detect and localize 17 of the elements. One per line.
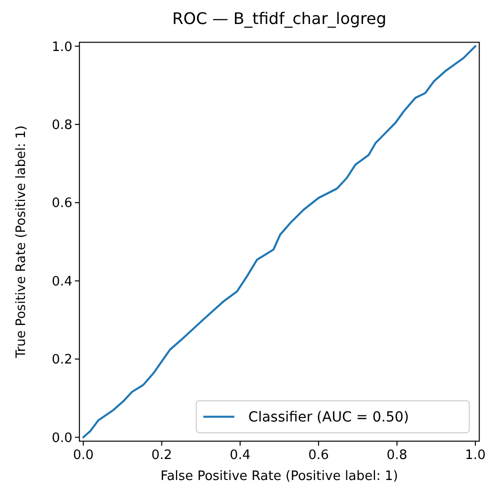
y-tick-label: 0.2 <box>52 352 72 368</box>
x-tick-label: 0.6 <box>308 448 329 464</box>
y-tick-label: 0.6 <box>52 196 72 212</box>
x-tick-label: 1.0 <box>465 448 486 464</box>
x-tick-label: 0.4 <box>230 448 250 464</box>
legend-label: Classifier (AUC = 0.50) <box>248 410 409 426</box>
y-tick-label: 1.0 <box>52 40 72 55</box>
x-tick-label: 0.2 <box>151 448 172 464</box>
x-tick-label: 0.0 <box>72 448 94 464</box>
x-axis-title: False Positive Rate (Positive label: 1) <box>160 469 398 484</box>
chart-title: ROC — B_tfidf_char_logreg <box>172 9 386 28</box>
line-series <box>82 45 476 438</box>
y-axis-title: True Positive Rate (Positive label: 1) <box>14 125 29 360</box>
x-tick-label: 0.8 <box>386 448 408 464</box>
y-tick-label: 0.0 <box>52 430 72 446</box>
y-tick-label: 0.4 <box>52 274 72 290</box>
y-tick-label: 0.8 <box>52 118 72 133</box>
